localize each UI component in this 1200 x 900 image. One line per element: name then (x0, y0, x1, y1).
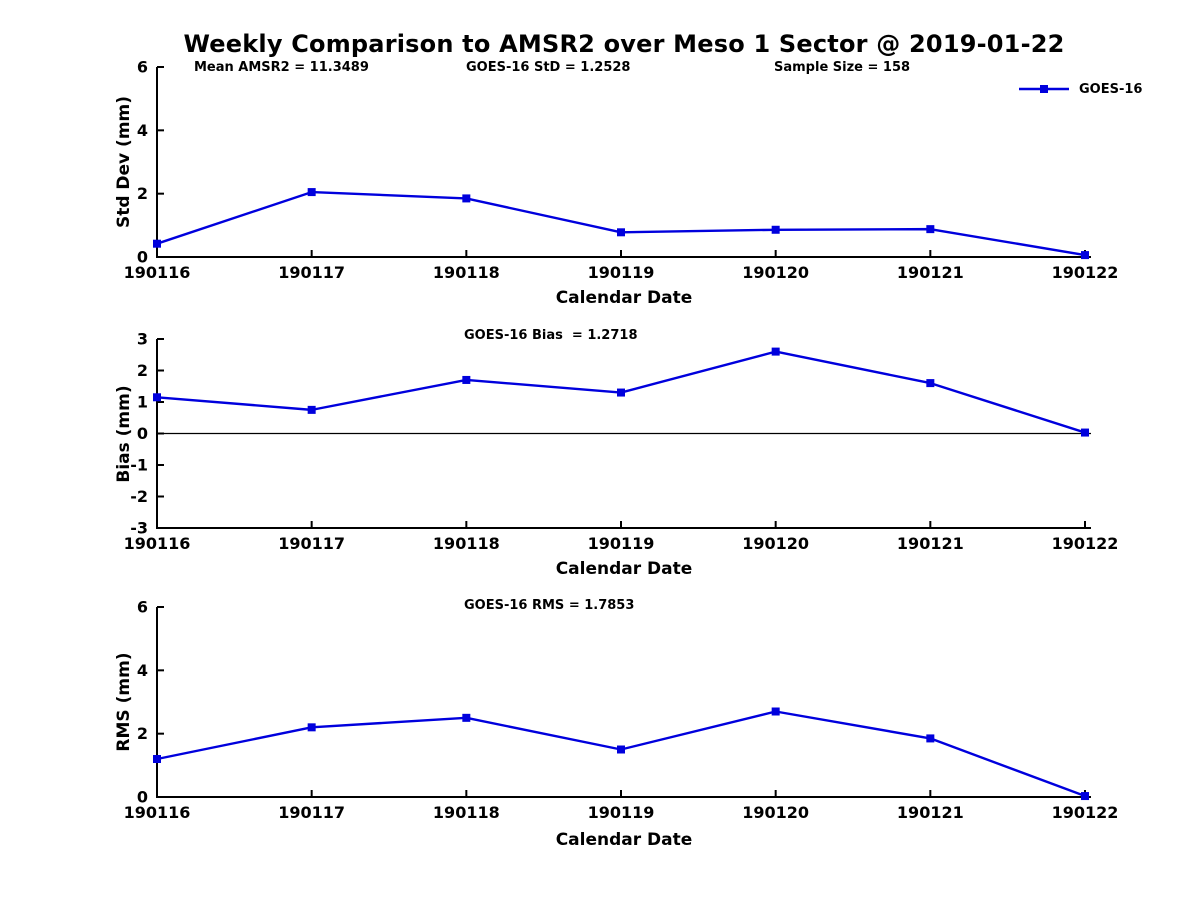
x-tick-label: 190122 (1052, 263, 1119, 282)
legend-label: GOES-16 (1079, 81, 1143, 97)
goes16-marker (1081, 251, 1089, 260)
y-tick-label: 0 (137, 424, 148, 443)
x-tick-label: 190120 (742, 263, 809, 282)
x-tick-label: 190117 (278, 263, 345, 282)
y-tick-label: 6 (137, 58, 148, 77)
legend-marker-icon (1040, 85, 1048, 93)
goes16-marker (926, 379, 935, 388)
y-tick-label: 3 (137, 330, 148, 349)
y-ticks: -3 -2 -1 0 1 2 3 (130, 330, 164, 538)
x-tick-label: 190121 (897, 803, 964, 822)
goes16-marker (307, 723, 316, 732)
stddev-x-axis-label: Calendar Date (555, 288, 693, 308)
x-tick-label: 190122 (1052, 534, 1119, 553)
bias-y-axis-label: Bias (mm) (114, 385, 134, 483)
y-tick-label: -3 (130, 519, 148, 538)
annotation-mean-amsr2: Mean AMSR2 = 11.3489 (194, 60, 369, 75)
y-tick-label: 4 (137, 661, 148, 680)
goes16-marker (1081, 428, 1089, 437)
goes16-marker (771, 347, 780, 356)
goes16-marker (307, 405, 316, 414)
x-tick-label: 190117 (278, 534, 345, 553)
goes16-marker (617, 745, 625, 754)
goes16-marker (617, 388, 625, 397)
goes16-line (156, 710, 1086, 798)
x-tick-label: 190119 (588, 534, 655, 553)
goes16-marker (926, 734, 935, 743)
x-tick-label: 190116 (124, 803, 191, 822)
x-tick-label: 190121 (897, 263, 964, 282)
x-tick-label: 190119 (588, 803, 655, 822)
legend-line-sample-icon (1019, 85, 1069, 93)
x-tick-label: 190116 (124, 534, 191, 553)
rms-y-axis-label: RMS (mm) (114, 652, 134, 752)
x-tick-label: 190117 (278, 803, 345, 822)
goes16-marker (1081, 792, 1089, 801)
x-tick-label: 190120 (742, 803, 809, 822)
goes16-markers (153, 347, 1089, 437)
y-tick-label: -2 (130, 487, 148, 506)
rms-subplot-title: GOES-16 RMS = 1.7853 (464, 598, 635, 613)
x-ticks: 190116 190117 190118 190119 190120 190121 1901… (124, 250, 1119, 282)
y-ticks: 0 2 4 6 (137, 58, 164, 267)
y-tick-label: 2 (137, 184, 148, 203)
x-tick-label: 190116 (124, 263, 191, 282)
x-ticks: 190116 190117 190118 190119 190120 190121 1901… (124, 790, 1119, 822)
goes16-marker (462, 713, 471, 722)
x-tick-label: 190120 (742, 534, 809, 553)
annotation-goes16-std: GOES-16 StD = 1.2528 (466, 60, 631, 75)
y-tick-label: 2 (137, 724, 148, 743)
y-tick-label: 2 (137, 361, 148, 380)
goes16-marker (462, 375, 471, 384)
goes16-marker (153, 393, 161, 402)
rms-plot: 0 2 4 6 190116 190117 190118 190119 190120 190121… (124, 598, 1119, 823)
goes16-marker (771, 225, 780, 234)
goes16-marker (771, 707, 780, 716)
y-tick-label: 0 (137, 248, 148, 267)
stddev-y-axis-label: Std Dev (mm) (114, 95, 134, 229)
goes16-markers (153, 188, 1089, 260)
goes16-marker (153, 755, 161, 763)
x-tick-label: 190122 (1052, 803, 1119, 822)
y-tick-label: 6 (137, 598, 148, 617)
goes16-markers (153, 707, 1089, 801)
x-tick-label: 190118 (433, 534, 500, 553)
figure-title: Weekly Comparison to AMSR2 over Meso 1 S… (183, 30, 1065, 58)
y-tick-label: 4 (137, 121, 148, 140)
bias-subplot-title: GOES-16 Bias = 1.2718 (464, 328, 638, 343)
goes16-marker (617, 228, 625, 237)
bias-x-axis-label: Calendar Date (555, 559, 693, 579)
y-ticks: 0 2 4 6 (137, 598, 164, 807)
bias-plot: -3 -2 -1 0 1 2 3 190116 190117 190118 190119 190120… (124, 330, 1119, 554)
goes16-marker (153, 239, 161, 248)
x-tick-label: 190118 (433, 803, 500, 822)
y-tick-label: 1 (137, 393, 148, 412)
rms-x-axis-label: Calendar Date (555, 830, 693, 850)
goes16-marker (462, 194, 471, 203)
goes16-marker (307, 188, 316, 197)
stddev-plot: 0 2 4 6 190116 190117 190118 190119 190120 190121… (124, 58, 1119, 283)
goes16-marker (926, 225, 935, 234)
annotation-sample-size: Sample Size = 158 (774, 60, 911, 75)
x-tick-label: 190121 (897, 534, 964, 553)
y-tick-label: -1 (130, 456, 148, 475)
x-tick-label: 190119 (588, 263, 655, 282)
x-tick-label: 190118 (433, 263, 500, 282)
y-tick-label: 0 (137, 788, 148, 807)
legend: GOES-16 (1018, 81, 1142, 97)
goes16-line (156, 190, 1086, 257)
axes-spines (156, 607, 1091, 798)
x-ticks: 190116 190117 190118 190119 190120 190121 1901… (124, 521, 1119, 553)
